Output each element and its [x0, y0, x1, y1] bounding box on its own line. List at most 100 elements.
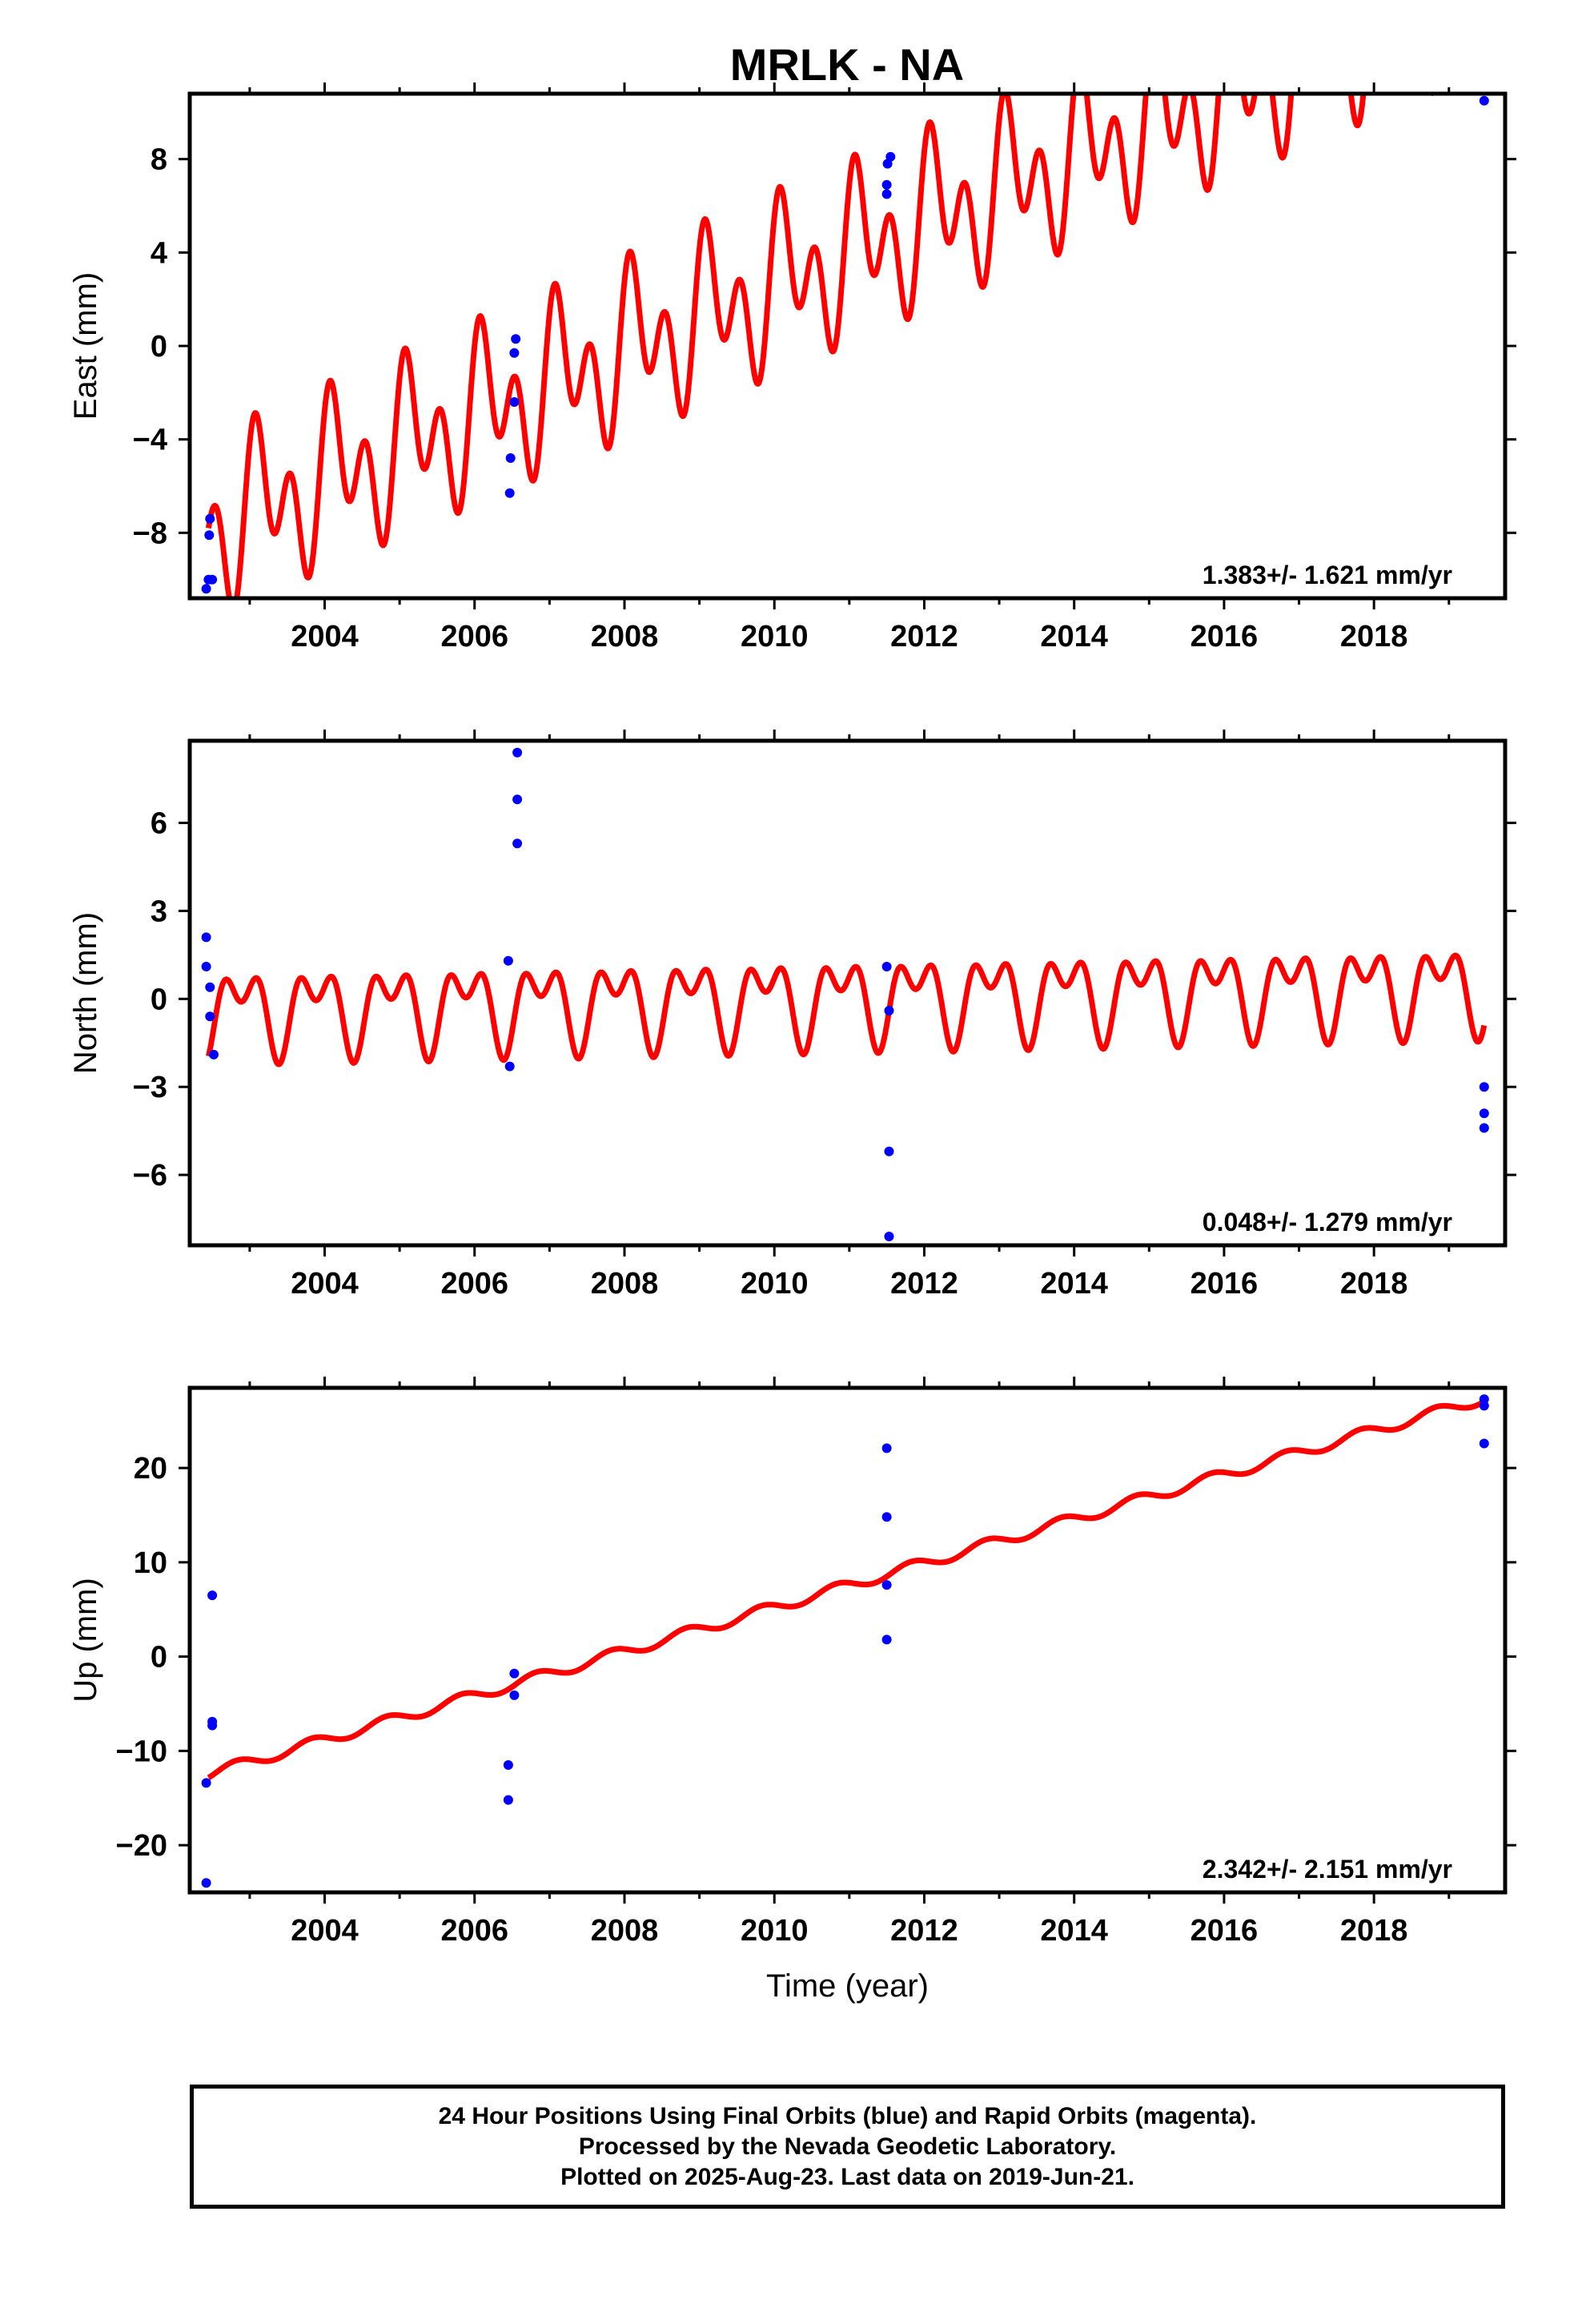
north-data-point	[884, 1232, 894, 1241]
north-x-tick-label: 2006	[440, 1267, 508, 1301]
east-data-point	[509, 348, 520, 358]
north-x-tick-label: 2018	[1340, 1267, 1408, 1301]
up-data-point	[1479, 1401, 1489, 1411]
north-y-tick-label: −3	[133, 1071, 167, 1104]
north-data-point	[884, 1146, 894, 1156]
panel-north: 2004 2006 2008 2010 2012 2014 2016 2018 −6 −3 0 3 6 N…	[68, 730, 1516, 1301]
footer-line-1: 24 Hour Positions Using Final Orbits (bl…	[438, 2102, 1257, 2129]
up-data-point	[207, 1720, 218, 1731]
north-x-tick-label: 2014	[1040, 1267, 1108, 1301]
up-x-tick-label: 2016	[1191, 1914, 1259, 1948]
east-data-point	[204, 530, 215, 541]
north-data-point	[1479, 1108, 1489, 1119]
figure-title: MRLK - NA	[730, 39, 964, 90]
up-rate-label: 2.342+/- 2.151 mm/yr	[1203, 1855, 1452, 1884]
up-x-tick-label: 2006	[440, 1914, 508, 1948]
north-y-axis-label: North (mm)	[68, 912, 103, 1074]
up-data-point	[1479, 1438, 1489, 1449]
east-data-point	[881, 179, 892, 190]
north-data-point	[512, 794, 523, 805]
panels-group: 2004 2006 2008 2010 2012 2014 2016 2018−8−4048E…	[68, 82, 1516, 2004]
up-data-point	[509, 1690, 520, 1700]
up-x-tick-label: 2010	[741, 1914, 809, 1948]
east-x-tick-label: 2016	[1191, 620, 1259, 653]
up-data-point	[881, 1634, 892, 1645]
north-data-point	[881, 962, 892, 971]
east-y-tick-label: −8	[133, 517, 167, 550]
north-plot-frame	[187, 738, 1508, 1248]
north-x-tick-label: 2012	[890, 1267, 958, 1301]
up-x-axis-label: Time (year)	[766, 1968, 929, 2004]
up-y-tick-label: 10	[134, 1546, 167, 1580]
up-y-tick-label: 0	[151, 1641, 167, 1675]
east-x-tick-label: 2014	[1040, 620, 1108, 653]
north-data-point	[1479, 1082, 1489, 1092]
north-y-tick-label: 0	[151, 983, 167, 1016]
east-data-point	[201, 584, 211, 594]
footer-line-3: Plotted on 2025-Aug-23. Last data on 201…	[560, 2163, 1134, 2190]
up-x-tick-label: 2004	[291, 1914, 359, 1948]
north-x-tick-label: 2004	[291, 1267, 359, 1301]
footer-line-2: Processed by the Nevada Geodetic Laborat…	[578, 2133, 1117, 2160]
up-data-point	[1479, 1394, 1489, 1405]
up-data-point	[881, 1443, 892, 1454]
up-y-tick-label: −20	[116, 1829, 167, 1863]
north-data-point	[1479, 1123, 1489, 1133]
north-rate-label: 0.048+/- 1.279 mm/yr	[1203, 1208, 1452, 1236]
north-x-tick-label: 2008	[591, 1267, 659, 1301]
east-y-tick-label: 0	[151, 330, 167, 364]
east-y-tick-label: 8	[151, 143, 167, 177]
up-plot-frame	[187, 1385, 1508, 1895]
north-data-point	[201, 932, 211, 943]
east-y-axis-label: East (mm)	[68, 272, 103, 420]
up-data-point	[201, 1878, 211, 1888]
up-x-tick-label: 2018	[1340, 1914, 1408, 1948]
north-data-point	[512, 838, 523, 849]
north-data-point	[503, 955, 513, 966]
up-data-point	[503, 1760, 513, 1770]
east-data-point	[505, 453, 516, 463]
north-y-tick-label: 6	[151, 807, 167, 841]
footer-caption-box: 24 Hour Positions Using Final Orbits (bl…	[190, 2085, 1505, 2209]
up-x-tick-label: 2008	[591, 1914, 659, 1948]
up-x-tick-label: 2014	[1040, 1914, 1108, 1948]
north-model-line	[206, 952, 1488, 1068]
panel-east: 2004 2006 2008 2010 2012 2014 2016 2018 −8 −4 0 4 8 E…	[68, 82, 1516, 653]
north-data-point	[201, 962, 211, 971]
east-x-tick-label: 2008	[591, 620, 659, 653]
east-data-point	[509, 397, 520, 407]
east-x-tick-label: 2010	[741, 620, 809, 653]
up-y-tick-label: −10	[116, 1735, 167, 1768]
up-y-axis-label: Up (mm)	[68, 1578, 103, 1703]
north-data-point	[205, 982, 215, 992]
east-data-point	[511, 334, 521, 344]
up-data-point	[207, 1590, 218, 1601]
up-data-point	[881, 1580, 892, 1590]
up-x-tick-label: 2012	[890, 1914, 958, 1948]
east-data-point	[881, 189, 892, 199]
up-y-tick-label: 20	[134, 1452, 167, 1486]
north-y-tick-label: 3	[151, 895, 167, 928]
east-data-point	[205, 513, 215, 524]
east-x-tick-label: 2012	[890, 620, 958, 653]
east-rate-label: 1.383+/- 1.621 mm/yr	[1203, 561, 1452, 589]
north-x-tick-label: 2016	[1191, 1267, 1259, 1301]
north-x-tick-label: 2010	[741, 1267, 809, 1301]
up-data-point	[201, 1778, 211, 1788]
east-x-tick-label: 2018	[1340, 620, 1408, 653]
east-data-point	[885, 151, 896, 162]
north-data-point	[209, 1049, 219, 1059]
north-y-tick-label: −6	[133, 1159, 167, 1192]
east-model-line	[205, 94, 1436, 598]
up-data-point	[503, 1795, 513, 1805]
up-data-point	[881, 1512, 892, 1522]
east-x-tick-label: 2006	[440, 620, 508, 653]
north-data-point	[884, 1006, 894, 1015]
east-data-point	[207, 574, 218, 585]
east-data-point	[1479, 95, 1489, 106]
east-x-tick-label: 2004	[291, 620, 359, 653]
up-data-point	[509, 1668, 520, 1679]
east-y-tick-label: −4	[133, 424, 167, 457]
north-data-point	[512, 747, 523, 758]
